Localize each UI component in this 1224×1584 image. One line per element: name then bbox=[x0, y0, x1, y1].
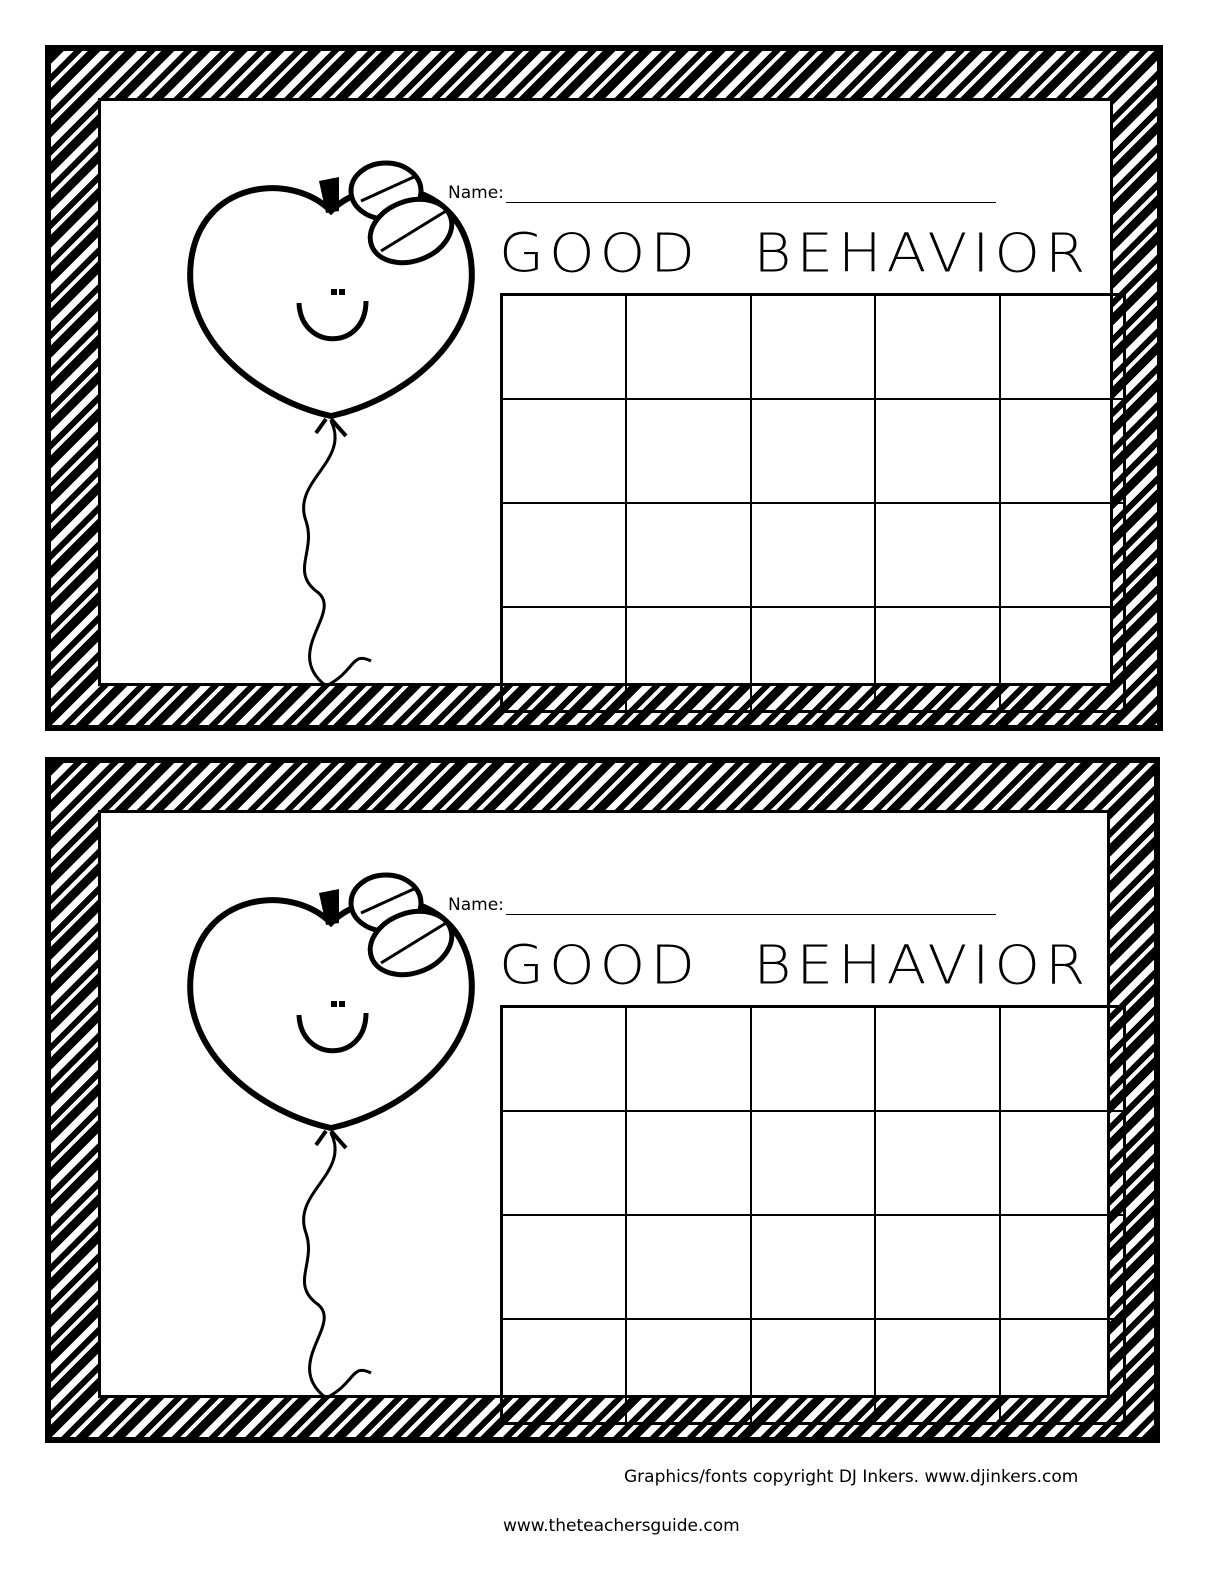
sticker-grid bbox=[500, 293, 1126, 713]
grid-cell bbox=[875, 399, 1000, 503]
grid-cell bbox=[999, 399, 1124, 503]
grid-cell bbox=[502, 1111, 627, 1215]
behavior-chart-card-2: Name: GOOD BEHAVIOR bbox=[45, 757, 1160, 1443]
grid-cell bbox=[750, 1007, 876, 1111]
site-url[interactable]: www.theteachersguide.com bbox=[503, 1516, 740, 1536]
name-line[interactable] bbox=[505, 186, 996, 203]
grid-cell bbox=[626, 1111, 751, 1215]
apple-balloon-icon bbox=[187, 872, 475, 1400]
name-label: Name: bbox=[448, 895, 504, 915]
grid-cell bbox=[502, 1215, 627, 1319]
grid-cell bbox=[875, 503, 1000, 607]
grid-cell bbox=[502, 295, 627, 399]
grid-cell bbox=[626, 607, 751, 711]
grid-cell bbox=[626, 1319, 751, 1423]
grid-cell bbox=[626, 1215, 751, 1319]
grid-cell bbox=[626, 399, 751, 503]
grid-cell bbox=[750, 1319, 876, 1423]
grid-cell bbox=[999, 1111, 1124, 1215]
grid-cell bbox=[502, 1319, 627, 1423]
grid-cell bbox=[875, 1319, 1000, 1423]
chart-title: GOOD BEHAVIOR bbox=[499, 933, 1091, 997]
name-field[interactable]: Name: bbox=[448, 183, 996, 203]
grid-cell bbox=[750, 607, 876, 711]
grid-cell bbox=[502, 503, 627, 607]
name-label: Name: bbox=[448, 183, 504, 203]
grid-cell bbox=[999, 1215, 1124, 1319]
grid-cell bbox=[750, 503, 876, 607]
chart-title: GOOD BEHAVIOR bbox=[499, 221, 1091, 285]
grid-cell bbox=[999, 503, 1124, 607]
grid-cell bbox=[875, 1111, 1000, 1215]
grid-cell bbox=[875, 1215, 1000, 1319]
grid-cell bbox=[502, 1007, 627, 1111]
sticker-grid bbox=[500, 1005, 1126, 1425]
card-body: Name: GOOD BEHAVIOR bbox=[98, 98, 1126, 713]
grid-cell bbox=[626, 295, 751, 399]
name-field[interactable]: Name: bbox=[448, 895, 996, 915]
grid-cell bbox=[875, 295, 1000, 399]
card-body: Name: GOOD BEHAVIOR bbox=[98, 810, 1126, 1425]
grid-cell bbox=[999, 295, 1124, 399]
grid-cell bbox=[750, 399, 876, 503]
grid-cell bbox=[875, 1007, 1000, 1111]
grid-cell bbox=[750, 1111, 876, 1215]
behavior-chart-card-1: Name: GOOD BEHAVIOR bbox=[45, 45, 1163, 731]
grid-cell bbox=[626, 1007, 751, 1111]
grid-cell bbox=[502, 607, 627, 711]
grid-cell bbox=[750, 295, 876, 399]
copyright-text: Graphics/fonts copyright DJ Inkers. www.… bbox=[624, 1467, 1079, 1487]
apple-balloon-icon bbox=[187, 160, 475, 688]
grid-cell bbox=[750, 1215, 876, 1319]
grid-cell bbox=[626, 503, 751, 607]
grid-cell bbox=[999, 1007, 1124, 1111]
grid-cell bbox=[502, 399, 627, 503]
name-line[interactable] bbox=[505, 898, 996, 915]
grid-cell bbox=[875, 607, 1000, 711]
grid-cell bbox=[999, 607, 1124, 711]
grid-cell bbox=[999, 1319, 1124, 1423]
